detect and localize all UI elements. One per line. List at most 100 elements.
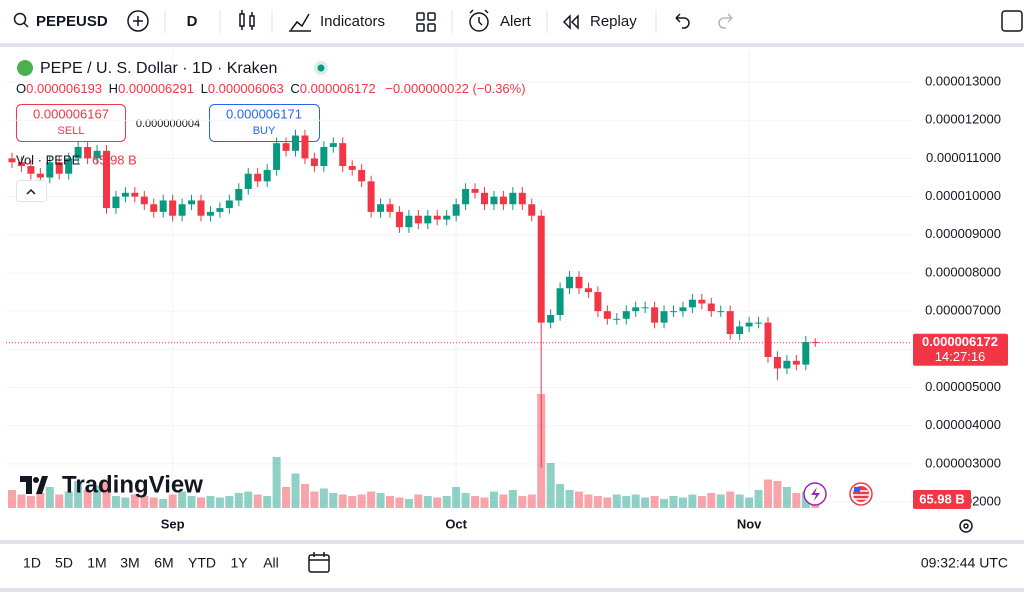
candle-body	[547, 314, 555, 323]
volume-name: Vol · PEPE	[16, 152, 81, 167]
volume-bar	[707, 493, 716, 508]
candle-body	[613, 318, 621, 320]
scale-settings[interactable]	[959, 519, 973, 533]
symbol-search[interactable]: PEPEUSD	[13, 12, 108, 30]
range-button[interactable]: 6M	[154, 555, 173, 571]
sell-price[interactable]: 0.000006167	[33, 106, 109, 121]
bottom-toolbar	[0, 544, 1024, 588]
layouts-button[interactable]	[416, 12, 436, 32]
candle-body	[348, 166, 356, 170]
volume-bar	[650, 496, 659, 508]
candle-body	[395, 211, 403, 228]
redo-button[interactable]	[718, 13, 733, 29]
candle-body	[670, 311, 677, 313]
candle-body	[518, 192, 526, 205]
economic-event-icon[interactable]	[849, 482, 873, 506]
volume-bar	[159, 499, 168, 508]
undo-button[interactable]	[675, 13, 690, 29]
volume-bar	[622, 496, 631, 508]
buy-label[interactable]: BUY	[253, 125, 276, 137]
candle-body	[159, 200, 167, 212]
candle-body	[8, 158, 16, 163]
volume-bar	[215, 497, 224, 508]
indicators-label[interactable]: Indicators	[320, 13, 385, 30]
volume-axis-label: 65.98 B	[919, 491, 965, 506]
volume-bar	[168, 494, 177, 508]
chart-type-button[interactable]	[239, 10, 255, 30]
volume-bar	[130, 494, 139, 508]
candle-body	[717, 311, 725, 313]
candle-body	[792, 360, 800, 365]
candle-body	[150, 204, 158, 212]
y-tick-label: 0.000013000	[925, 74, 1001, 89]
volume-bar	[461, 493, 470, 508]
candle-body	[244, 173, 252, 189]
candle-body	[329, 143, 337, 147]
volume-bar	[584, 494, 593, 508]
interval[interactable]: D	[187, 13, 198, 30]
candle-body	[773, 356, 781, 369]
range-button[interactable]: 1Y	[230, 555, 248, 571]
spread: 0.000000004	[136, 118, 200, 130]
volume-bar	[319, 488, 328, 508]
ohlc-key: C	[290, 81, 299, 96]
candle-body	[575, 276, 583, 289]
candle-body	[584, 288, 592, 293]
x-tick-label: Nov	[737, 516, 762, 531]
volume-bar	[669, 496, 678, 508]
buy-price[interactable]: 0.000006171	[226, 106, 302, 121]
volume-bar	[329, 493, 338, 508]
volume-bar	[603, 497, 612, 508]
volume-bar	[508, 490, 517, 508]
volume-bar	[348, 496, 357, 508]
volume-bar	[726, 491, 735, 508]
volume-bar	[556, 484, 565, 508]
volume-bar	[149, 497, 158, 508]
volume-bar	[575, 491, 583, 508]
alert-button[interactable]: Alert	[469, 9, 532, 32]
event-icon[interactable]	[803, 482, 827, 506]
candle-body	[537, 215, 545, 323]
symbol[interactable]: PEPEUSD	[36, 13, 108, 30]
x-tick-label: Sep	[161, 516, 185, 531]
y-tick-label: 0.000004000	[925, 417, 1001, 432]
candle-body	[755, 322, 763, 324]
collapse-legend[interactable]	[16, 180, 47, 202]
candle-body	[206, 211, 214, 216]
range-button[interactable]: 1D	[23, 555, 41, 571]
volume-bar	[121, 497, 130, 508]
candle-body	[377, 204, 385, 212]
ohlc-key: H	[109, 81, 118, 96]
fullscreen-button[interactable]	[1001, 10, 1023, 32]
watermark: TradingView	[20, 471, 203, 498]
volume-bar	[8, 490, 16, 508]
buy-button[interactable]: 0.000006171 BUY	[209, 104, 320, 142]
compare-button[interactable]	[127, 10, 149, 32]
date-range-button[interactable]	[308, 552, 330, 573]
range-button[interactable]: YTD	[188, 555, 216, 571]
range-button[interactable]: All	[263, 555, 279, 571]
candle-body	[178, 204, 186, 216]
replay-label[interactable]: Replay	[590, 13, 637, 30]
volume-bar	[433, 497, 442, 508]
range-button[interactable]: 3M	[120, 555, 139, 571]
volume-bar	[631, 494, 640, 508]
alert-label[interactable]: Alert	[500, 13, 532, 30]
candle-body	[802, 341, 810, 365]
candle-body	[528, 204, 536, 216]
volume-bar	[140, 496, 149, 508]
replay-button[interactable]: Replay	[562, 13, 637, 30]
sell-button[interactable]: 0.000006167 SELL	[16, 104, 126, 142]
volume-bar	[282, 487, 291, 508]
range-button[interactable]: 5D	[55, 555, 73, 571]
candle-body	[197, 200, 205, 216]
candle-body	[811, 341, 819, 343]
candle-body	[74, 146, 82, 159]
range-button[interactable]: 1M	[87, 555, 106, 571]
candle-body	[641, 307, 649, 309]
volume-bar	[641, 497, 650, 508]
sell-label[interactable]: SELL	[58, 125, 85, 137]
volume-bar	[442, 496, 451, 508]
indicators-button[interactable]: Indicators	[289, 13, 385, 32]
clock[interactable]: 09:32:44 UTC	[921, 555, 1008, 571]
